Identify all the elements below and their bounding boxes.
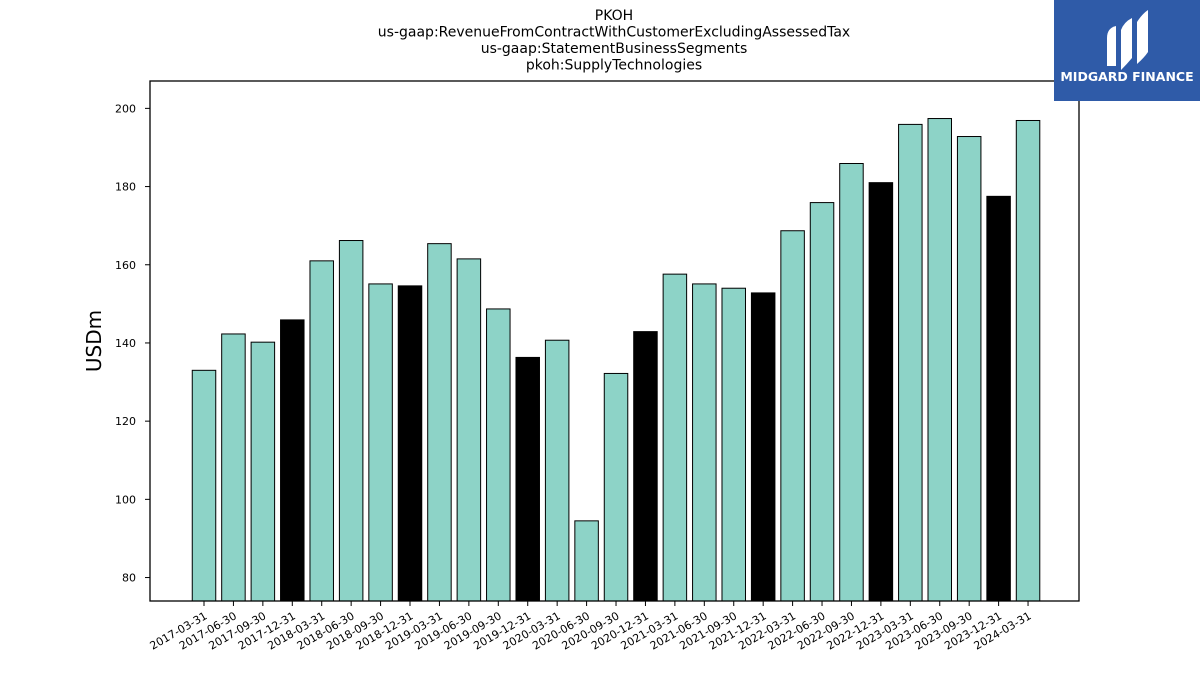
y-axis-label: USDm <box>82 310 106 372</box>
bar <box>397 285 423 602</box>
bar <box>544 339 570 602</box>
bar <box>309 260 334 602</box>
chart-title-line: us-gaap:RevenueFromContractWithCustomerE… <box>378 25 850 41</box>
chart-title: PKOHus-gaap:RevenueFromContractWithCusto… <box>378 8 850 74</box>
y-tick-label: 80 <box>122 572 136 585</box>
bar <box>780 230 805 602</box>
bar <box>486 308 511 602</box>
bar <box>515 356 540 602</box>
y-tick-label: 100 <box>115 493 136 506</box>
bar <box>662 273 688 602</box>
brand-logo: MIDGARD FINANCE <box>1054 0 1200 101</box>
y-tick-label: 160 <box>115 259 136 272</box>
bar <box>368 283 393 602</box>
bar <box>868 182 894 602</box>
bar <box>633 331 658 602</box>
bar <box>1015 119 1041 602</box>
chart-title-line: PKOH <box>595 8 633 24</box>
bar <box>750 292 776 602</box>
bar <box>898 123 923 602</box>
chart-title-line: pkoh:SupplyTechnologies <box>526 58 702 74</box>
y-axis-ticks: 80 100 120 140 160 180 200 <box>115 102 150 585</box>
plot-frame <box>149 80 1080 602</box>
bar <box>221 333 246 602</box>
brand-name: MIDGARD FINANCE <box>1060 69 1193 84</box>
x-axis-ticks: 2017-03-312017-06-302017-09-302017-12-31… <box>148 601 1034 653</box>
y-tick-label: 120 <box>115 415 136 428</box>
y-tick-label: 140 <box>115 337 136 350</box>
bar <box>956 136 982 602</box>
bar <box>927 118 952 602</box>
y-tick-label: 200 <box>115 102 136 115</box>
bars <box>191 118 1041 602</box>
y-tick-label: 180 <box>115 181 136 194</box>
bar <box>809 202 835 602</box>
bar <box>603 372 629 602</box>
chart-title-line: us-gaap:StatementBusinessSegments <box>481 41 748 57</box>
bar <box>986 195 1011 602</box>
bar <box>191 369 217 602</box>
bar <box>250 341 276 602</box>
bar <box>427 243 452 602</box>
midgard-logo-icon <box>1107 10 1148 70</box>
bar <box>338 240 364 602</box>
axes <box>149 80 1080 602</box>
bar <box>692 283 717 602</box>
bar <box>456 258 482 602</box>
bar <box>280 319 305 602</box>
bar <box>721 287 746 602</box>
bar <box>574 520 599 602</box>
bar <box>839 163 864 602</box>
